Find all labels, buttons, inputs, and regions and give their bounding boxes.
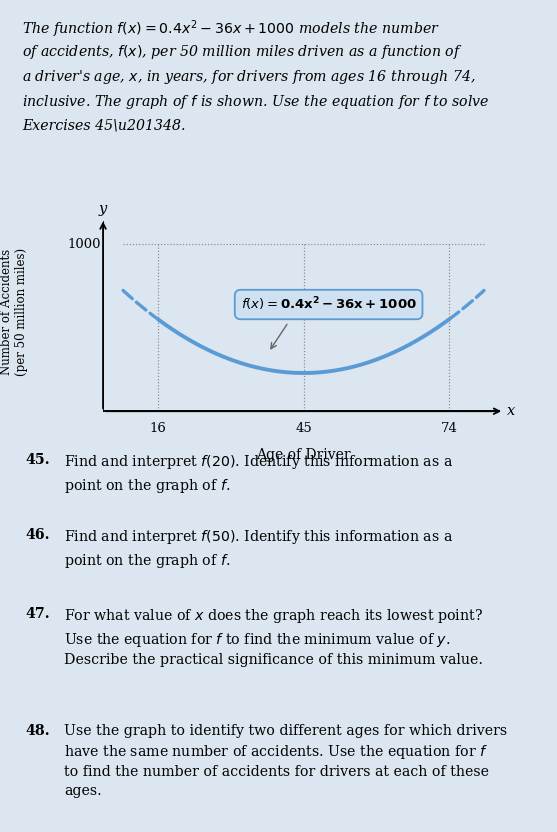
Text: 1000: 1000 — [67, 237, 100, 250]
Text: For what value of $x$ does the graph reach its lowest point?
Use the equation fo: For what value of $x$ does the graph rea… — [64, 607, 483, 667]
Text: Find and interpret $f(20)$. Identify this information as a
point on the graph of: Find and interpret $f(20)$. Identify thi… — [64, 453, 453, 495]
Text: $f(x) = \mathbf{0.4x^2 - 36x + 1000}$: $f(x) = \mathbf{0.4x^2 - 36x + 1000}$ — [241, 295, 417, 314]
Text: a driver's age, $x$, in years, for drivers from ages 16 through 74,: a driver's age, $x$, in years, for drive… — [22, 68, 476, 87]
Text: 16: 16 — [150, 423, 167, 435]
Text: The function $f(x) = 0.4x^2 - 36x + 1000$ models the number: The function $f(x) = 0.4x^2 - 36x + 1000… — [22, 18, 440, 40]
Text: x: x — [507, 404, 515, 418]
Text: Number of Accidents
(per 50 million miles): Number of Accidents (per 50 million mile… — [0, 248, 28, 376]
Text: 46.: 46. — [25, 528, 50, 542]
Text: y: y — [99, 202, 107, 216]
Text: 48.: 48. — [25, 724, 50, 738]
Text: 47.: 47. — [25, 607, 50, 622]
Text: of accidents, $f(x)$, per 50 million miles driven as a function of: of accidents, $f(x)$, per 50 million mil… — [22, 43, 463, 62]
Text: Exercises 45\u201348.: Exercises 45\u201348. — [22, 118, 186, 132]
Text: inclusive. The graph of $f$ is shown. Use the equation for $f$ to solve: inclusive. The graph of $f$ is shown. Us… — [22, 93, 490, 111]
Text: 45.: 45. — [25, 453, 50, 468]
Text: Use the graph to identify two different ages for which drivers
have the same num: Use the graph to identify two different … — [64, 724, 507, 798]
Text: 74: 74 — [441, 423, 457, 435]
Text: 45: 45 — [295, 423, 312, 435]
Text: Find and interpret $f(50)$. Identify this information as a
point on the graph of: Find and interpret $f(50)$. Identify thi… — [64, 528, 453, 570]
Text: Age of Driver: Age of Driver — [256, 448, 351, 462]
